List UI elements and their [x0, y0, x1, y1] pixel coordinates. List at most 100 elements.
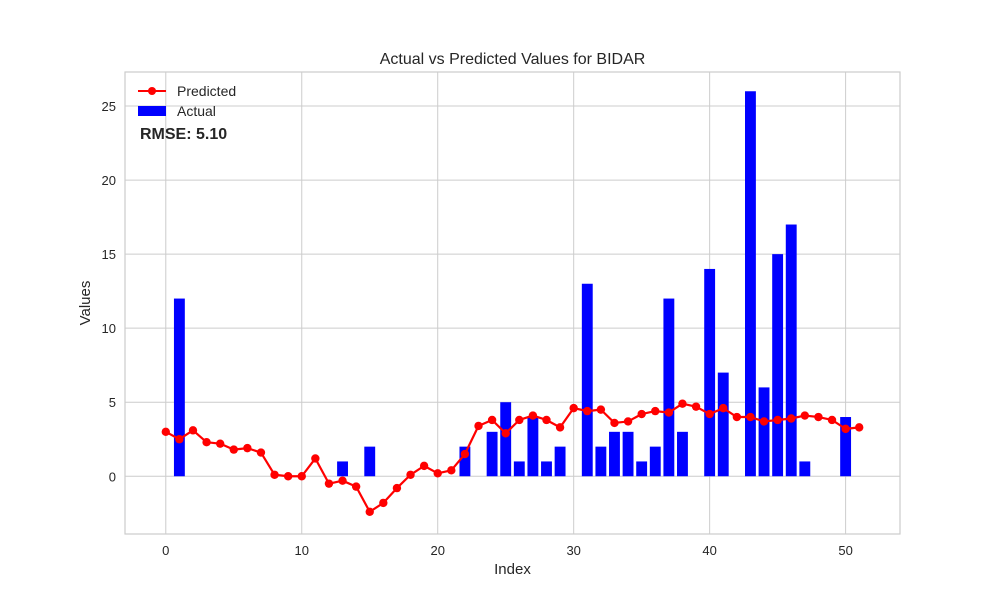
- actual-bar: [840, 417, 852, 477]
- actual-bars: [173, 91, 852, 477]
- predicted-point: [419, 461, 429, 471]
- actual-bar: [704, 268, 716, 477]
- actual-bar: [609, 431, 620, 477]
- legend-predicted-label: Predicted: [177, 83, 236, 99]
- chart-title: Actual vs Predicted Values for BIDAR: [380, 51, 646, 68]
- actual-bar: [799, 461, 811, 477]
- actual-bar: [636, 461, 648, 477]
- actual-bar: [500, 402, 512, 477]
- predicted-point: [814, 412, 823, 422]
- y-tick-label: 20: [102, 173, 116, 188]
- predicted-point: [555, 423, 565, 432]
- predicted-point: [297, 472, 306, 481]
- x-tick-label: 30: [566, 543, 580, 558]
- x-tick-label: 50: [838, 543, 852, 558]
- predicted-point: [256, 448, 266, 457]
- predicted-point: [746, 412, 755, 422]
- predicted-point: [691, 402, 701, 411]
- actual-bar: [717, 372, 729, 477]
- predicted-point: [161, 427, 170, 437]
- predicted-point: [610, 418, 619, 428]
- predicted-point: [229, 445, 238, 454]
- predicted-point: [596, 405, 606, 414]
- actual-bar: [595, 446, 607, 477]
- y-tick-label: 15: [102, 247, 116, 262]
- actual-bar: [364, 446, 376, 477]
- predicted-point: [433, 469, 442, 478]
- legend-predicted-marker: [148, 87, 156, 95]
- predicted-point: [569, 403, 578, 413]
- predicted-point: [623, 417, 633, 426]
- predicted-point: [759, 417, 769, 426]
- grid: [125, 72, 900, 534]
- predicted-point: [664, 408, 674, 417]
- predicted-point: [827, 415, 837, 425]
- y-tick-label: 0: [109, 469, 116, 484]
- x-tick-label: 40: [702, 543, 716, 558]
- predicted-point: [705, 409, 714, 419]
- actual-bar: [173, 298, 185, 477]
- legend: Predicted Actual: [138, 83, 236, 119]
- legend-actual-label: Actual: [177, 103, 216, 119]
- predicted-line-layer: [161, 399, 864, 516]
- predicted-point: [243, 443, 252, 453]
- predicted-point: [460, 449, 470, 459]
- predicted-point: [637, 409, 646, 419]
- actual-bar: [541, 461, 552, 477]
- actual-bar: [554, 446, 566, 477]
- predicted-point: [515, 415, 524, 425]
- x-axis-label: Index: [494, 561, 531, 578]
- predicted-point: [188, 426, 198, 435]
- predicted-point: [841, 424, 850, 434]
- rmse-annotation: RMSE: 5.10: [140, 126, 227, 143]
- predicted-point: [501, 429, 510, 438]
- predicted-point: [678, 399, 687, 408]
- predicted-point: [311, 454, 320, 463]
- predicted-point: [283, 472, 293, 481]
- actual-bar: [513, 461, 525, 477]
- x-tick-label: 20: [430, 543, 444, 558]
- actual-bar: [581, 283, 593, 477]
- x-tick-label: 10: [295, 543, 309, 558]
- predicted-point: [800, 411, 810, 420]
- y-tick-label: 5: [109, 395, 116, 410]
- predicted-point: [487, 415, 497, 425]
- y-axis-label: Values: [77, 281, 94, 326]
- predicted-point: [855, 423, 864, 432]
- predicted-point: [202, 437, 211, 447]
- predicted-point: [324, 479, 334, 488]
- predicted-point: [365, 507, 374, 516]
- predicted-point: [175, 435, 184, 444]
- actual-bar: [337, 461, 348, 477]
- x-tick-labels: 0 10 20 30 40 50: [162, 543, 853, 558]
- actual-bar: [622, 431, 634, 477]
- plot-area: [125, 72, 900, 534]
- predicted-line: [165, 402, 860, 513]
- x-tick-label: 0: [162, 543, 169, 558]
- y-tick-label: 10: [102, 321, 116, 336]
- legend-actual-swatch: [138, 106, 166, 116]
- predicted-point: [215, 439, 225, 448]
- actual-bar: [486, 431, 498, 477]
- predicted-point: [528, 411, 538, 420]
- predicted-point: [270, 470, 279, 479]
- y-tick-label: 25: [102, 99, 116, 114]
- y-tick-labels: 0 5 10 15 20 25: [102, 99, 116, 484]
- actual-bar: [459, 446, 471, 477]
- predicted-point: [392, 483, 402, 493]
- actual-bar: [785, 224, 797, 477]
- actual-bar: [663, 298, 675, 477]
- actual-bar: [745, 91, 756, 477]
- predicted-point: [732, 412, 742, 422]
- predicted-point: [542, 415, 551, 425]
- predicted-point: [651, 406, 660, 416]
- predicted-point: [787, 414, 796, 423]
- plot-frame: [124, 71, 901, 535]
- predicted-point: [583, 406, 592, 416]
- predicted-point: [351, 482, 361, 491]
- predicted-point: [719, 403, 728, 413]
- actual-bar: [649, 446, 661, 477]
- predicted-point: [447, 466, 456, 475]
- predicted-point: [379, 498, 388, 508]
